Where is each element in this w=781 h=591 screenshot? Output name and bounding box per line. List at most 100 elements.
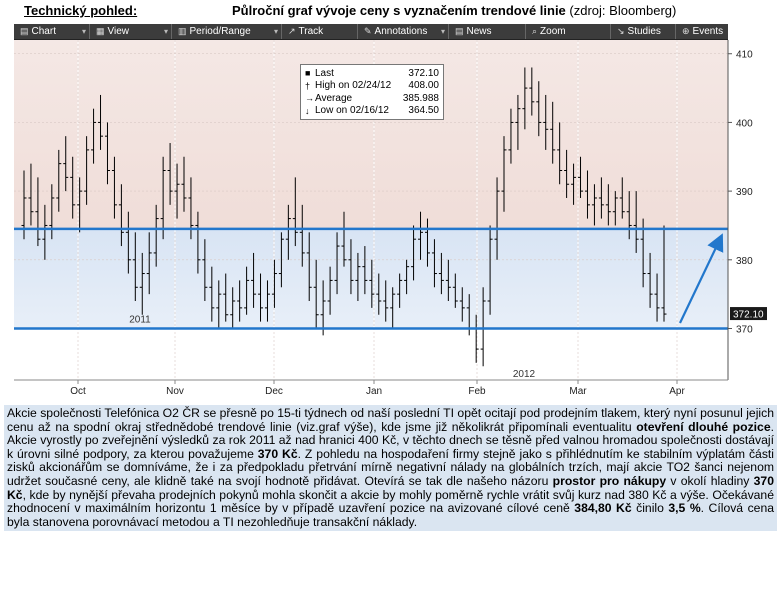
ohlc-bar xyxy=(209,266,215,322)
ohlc-bar xyxy=(160,156,166,240)
ohlc-bar xyxy=(459,287,465,322)
toolbar-track-button[interactable]: ↗ Track xyxy=(282,24,358,39)
ohlc-bar xyxy=(390,287,396,329)
y-tick-label: 400 xyxy=(736,118,753,129)
ohlc-bar xyxy=(487,225,493,315)
toolbar-zoom-button[interactable]: ⌕ Zoom xyxy=(526,24,611,39)
ohlc-bar xyxy=(424,218,430,267)
ohlc-bar xyxy=(132,232,138,302)
ohlc-bar xyxy=(118,184,124,247)
trend-arrow xyxy=(679,233,724,324)
toolbar-period-button[interactable]: ▥ Period/Range ▾ xyxy=(172,24,282,39)
ohlc-bar xyxy=(341,211,347,267)
toolbar-studies-button[interactable]: ↘ Studies xyxy=(611,24,676,39)
y-tick-label: 370 xyxy=(736,324,753,335)
toolbar-view-button[interactable]: ▦ View ▾ xyxy=(90,24,172,39)
ohlc-bar xyxy=(578,156,584,198)
ohlc-bar xyxy=(278,232,284,288)
ohlc-bar xyxy=(313,259,319,329)
ohlc-bar xyxy=(244,266,250,315)
ohlc-bar xyxy=(564,149,570,198)
ohlc-bar xyxy=(181,156,187,212)
ohlc-bar xyxy=(522,67,528,130)
ohlc-bar xyxy=(258,273,264,322)
x-month-label: Nov xyxy=(166,386,184,397)
legend-row-high: † High on 02/24/12 408.00 xyxy=(305,80,439,92)
ohlc-bar xyxy=(404,259,410,295)
ohlc-bar xyxy=(529,67,535,116)
ohlc-bar xyxy=(598,177,604,219)
ohlc-bar xyxy=(418,211,424,260)
ohlc-bar xyxy=(550,101,556,164)
ohlc-bar xyxy=(557,122,563,185)
chevron-down-icon: ▾ xyxy=(163,27,168,36)
x-month-label: Apr xyxy=(669,386,685,397)
events-icon: ⊕ xyxy=(682,26,690,36)
ohlc-bar xyxy=(348,239,354,295)
ohlc-bar xyxy=(56,149,62,212)
ohlc-bar xyxy=(584,170,590,219)
ohlc-bar xyxy=(619,177,625,219)
ohlc-bar xyxy=(139,252,145,315)
toolbar-news-button[interactable]: ▤ News xyxy=(449,24,526,39)
x-month-label: Feb xyxy=(468,386,486,397)
lower-band xyxy=(14,228,728,329)
ohlc-bar xyxy=(654,273,660,322)
ohlc-bar xyxy=(84,136,90,205)
news-icon: ▤ xyxy=(455,26,464,36)
ohlc-bar xyxy=(355,252,361,302)
ohlc-bar xyxy=(536,81,542,137)
toolbar-chart-button[interactable]: ▤ Chart ▾ xyxy=(14,24,90,39)
ohlc-bar xyxy=(91,108,97,164)
ohlc-bar xyxy=(195,211,201,274)
legend-row-last: ■ Last 372.10 xyxy=(305,67,439,79)
y-tick-label: 380 xyxy=(736,256,753,267)
chart-caption-source: (zdroj: Bloomberg) xyxy=(569,3,677,18)
x-month-label: Dec xyxy=(265,386,283,397)
ohlc-bar xyxy=(612,191,618,226)
y-tick-label: 410 xyxy=(736,50,753,61)
ohlc-bar xyxy=(633,191,639,253)
ohlc-bar xyxy=(202,239,208,302)
ohlc-bar xyxy=(98,94,104,150)
average-arrow-icon: → xyxy=(305,93,314,104)
y-tick-label: 390 xyxy=(736,187,753,198)
chart-caption-title: Půlroční graf vývoje ceny s vyznačením t… xyxy=(232,3,566,18)
ohlc-bar xyxy=(501,136,507,212)
chevron-down-icon: ▾ xyxy=(273,27,278,36)
high-marker-icon: † xyxy=(305,80,311,91)
chevron-down-icon: ▾ xyxy=(440,27,445,36)
ohlc-bar xyxy=(167,143,173,205)
report-header: Technický pohled: Půlroční graf vývoje c… xyxy=(0,0,781,22)
ohlc-bar xyxy=(362,246,368,295)
ohlc-bar xyxy=(411,225,417,281)
ohlc-bar xyxy=(271,259,277,308)
ohlc-bar xyxy=(28,163,34,226)
last-price-label: 372.10 xyxy=(733,310,764,321)
ohlc-bar xyxy=(452,273,458,308)
last-price-tag xyxy=(730,307,767,321)
x-year-label: 2011 xyxy=(129,314,151,325)
chart-legend: ■ Last 372.10 † High on 02/24/12 408.00 → Ave… xyxy=(300,64,444,120)
ohlc-bar xyxy=(571,163,577,205)
ohlc-bar xyxy=(230,287,236,329)
toolbar-annotations-button[interactable]: ✎ Annotations ▾ xyxy=(358,24,449,39)
ohlc-bar xyxy=(508,108,514,164)
ohlc-bar xyxy=(591,184,597,226)
ohlc-bar xyxy=(146,232,152,295)
ohlc-bar xyxy=(264,280,270,322)
x-month-label: Jan xyxy=(366,386,382,397)
ohlc-bar xyxy=(605,184,611,226)
toolbar-events-button[interactable]: ⊕ Events xyxy=(682,26,724,37)
ohlc-bar xyxy=(35,177,41,247)
ohlc-bar xyxy=(445,259,451,302)
view-icon: ▦ xyxy=(96,26,105,36)
ohlc-bar xyxy=(320,280,326,336)
ohlc-bar xyxy=(334,232,340,295)
low-arrow-icon: ↓ xyxy=(305,105,310,116)
ohlc-bar xyxy=(383,280,389,322)
ohlc-bar xyxy=(376,273,382,315)
chart-toolbar: ▤ Chart ▾ ▦ View ▾ ▥ Period/Range ▾ ↗ Track ✎ An… xyxy=(14,24,728,40)
annotations-icon: ✎ xyxy=(364,26,372,36)
ohlc-bar xyxy=(174,163,180,219)
